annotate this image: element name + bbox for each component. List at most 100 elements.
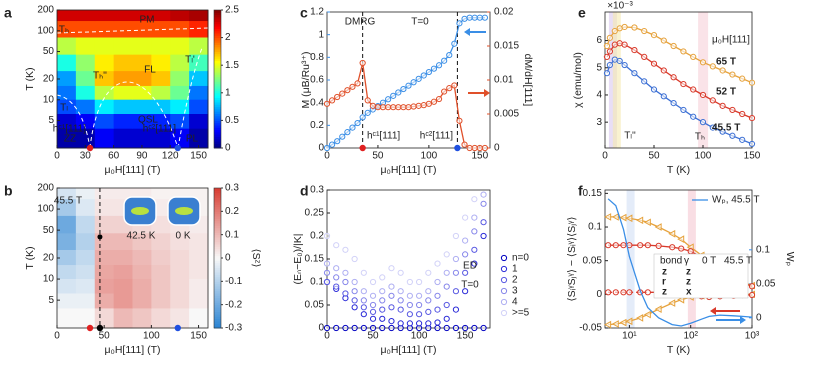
data-point <box>650 86 658 93</box>
y-tick-label: 50 <box>43 46 55 57</box>
band <box>698 12 709 148</box>
x-tick-label: 0 <box>602 151 608 162</box>
data-point <box>748 283 756 290</box>
legend-cell: x <box>686 287 692 298</box>
data-point <box>654 223 662 231</box>
data-point <box>471 228 478 235</box>
heat-cell <box>57 128 77 149</box>
data-point <box>406 278 413 286</box>
heat-cell <box>151 249 171 266</box>
data-point <box>443 251 450 258</box>
data-point <box>669 244 676 251</box>
data-point <box>677 235 685 243</box>
colorbar-title: ⟨Sᶻ⟩ <box>250 249 262 268</box>
heat-cell <box>75 99 96 114</box>
heat-cell <box>170 10 190 22</box>
y-tick-label: 0.1 <box>310 277 324 288</box>
data-point <box>342 290 349 297</box>
data-point <box>339 90 346 97</box>
legend-marker <box>500 265 508 273</box>
colorbar-label: -0.3 <box>225 323 243 334</box>
data-point <box>415 320 423 327</box>
data-point <box>451 40 458 47</box>
data-point <box>397 297 404 304</box>
y-tick-label: 50 <box>43 225 55 236</box>
x-tick-label: 10² <box>683 331 698 342</box>
data-point <box>351 297 358 304</box>
heat-cell <box>57 70 77 86</box>
data-point <box>425 297 432 304</box>
heat-cell <box>94 249 115 266</box>
data-point <box>354 80 361 87</box>
data-point <box>415 278 423 286</box>
colorbar-slice <box>214 241 221 245</box>
heat-cell <box>113 307 133 329</box>
annotation: ×10⁻³ <box>607 1 633 12</box>
annotation: Tₗ <box>60 103 68 114</box>
data-point <box>668 229 676 238</box>
heat-cell <box>151 99 171 114</box>
colorbar-slice <box>214 255 221 259</box>
data-point <box>400 85 407 93</box>
colorbar-slice <box>214 309 221 313</box>
data-point <box>471 214 478 221</box>
data-point <box>660 67 667 74</box>
heat-cell <box>57 232 77 250</box>
heat-cell <box>170 264 190 279</box>
colorbar-slice <box>214 232 221 236</box>
heat-cell <box>170 36 190 55</box>
y-tick-label: 0.4 <box>310 97 324 108</box>
y2-tick-label: 0.1 <box>756 244 770 255</box>
colorbar-slice <box>214 44 221 48</box>
heat-cell <box>94 99 115 114</box>
colorbar-slice <box>214 74 221 78</box>
colorbar-slice <box>214 276 221 280</box>
heat-cell <box>94 10 115 22</box>
x-axis-label: T (K) <box>667 164 690 176</box>
colorbar-slice <box>214 23 221 27</box>
colorbar-slice <box>214 290 221 294</box>
data-point <box>420 72 427 79</box>
data-point <box>611 320 619 328</box>
colorbar-slice <box>214 120 221 124</box>
heat-cell <box>151 36 171 55</box>
data-point <box>369 278 377 286</box>
heat-cell <box>151 278 171 294</box>
colorbar-slice <box>214 216 221 219</box>
colorbar-slice <box>214 258 221 261</box>
x-tick-label: 100 <box>695 151 712 162</box>
colorbar-slice <box>214 111 221 114</box>
data-point <box>462 288 469 295</box>
annotation: Tₗ'' <box>624 131 636 142</box>
colorbar-slice <box>214 106 221 110</box>
colorbar-slice <box>214 206 221 210</box>
colorbar-label: 0 <box>225 253 231 264</box>
series-line <box>607 198 753 327</box>
y-tick-label: 0 <box>318 323 324 334</box>
legend-label: 1 <box>512 264 518 275</box>
heat-cell <box>113 36 133 55</box>
colorbar-slice <box>214 213 221 217</box>
colorbar-slice <box>214 279 221 282</box>
heat-cell <box>113 99 133 114</box>
y-tick-label: 3 <box>596 117 602 128</box>
heat-cell <box>170 307 190 329</box>
colorbar-slice <box>214 72 221 75</box>
heat-cell <box>57 188 77 200</box>
colorbar-slice <box>214 92 221 96</box>
x-axis-label: μ₀H[111] (T) <box>104 164 160 176</box>
data-point <box>446 85 453 92</box>
data-point <box>369 308 377 315</box>
colorbar-label: 0.2 <box>225 206 239 217</box>
heat-cell <box>75 232 96 250</box>
y-tick-label: 10 <box>43 94 55 105</box>
heat-cell <box>75 293 96 309</box>
data-point <box>690 113 697 120</box>
data-point <box>699 91 707 99</box>
y-axis-label: T (K) <box>24 246 36 269</box>
data-point <box>471 260 478 267</box>
data-point <box>621 61 628 69</box>
heat-cell <box>170 188 190 200</box>
annotation: 42.5 K <box>127 231 156 242</box>
data-point <box>379 306 386 313</box>
